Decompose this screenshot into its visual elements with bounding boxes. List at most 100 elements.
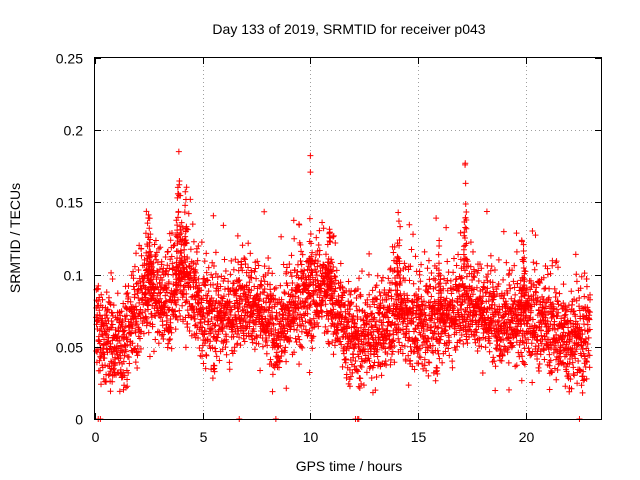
data-point [519,353,526,360]
data-point [292,298,299,305]
data-point [290,217,297,224]
data-point [174,286,181,293]
data-point [432,311,439,318]
data-point [371,301,378,308]
data-point [347,373,354,380]
data-point [212,345,219,352]
data-point [190,260,197,267]
data-point [316,247,323,254]
data-point [300,303,307,310]
data-point [342,314,349,321]
data-point [348,299,355,306]
data-point [355,327,362,334]
data-point [412,253,419,260]
data-point [508,343,515,350]
data-point [214,304,221,311]
data-point [508,317,515,324]
data-point [470,273,477,280]
data-point [457,322,464,329]
data-point [418,293,425,300]
data-point [95,333,102,340]
data-point [225,278,232,285]
data-point [207,298,214,305]
data-point [206,342,213,349]
data-point [191,315,198,322]
data-point [133,307,140,314]
data-point [469,291,476,298]
data-point [199,304,206,311]
data-point [96,340,103,347]
data-point [444,277,451,284]
data-point [551,285,558,292]
data-point [446,339,453,346]
data-point [109,378,116,385]
data-point [513,230,520,237]
data-point [424,265,431,272]
data-point [306,369,313,376]
data-point [455,251,462,258]
data-point [356,384,363,391]
data-point [103,312,110,319]
data-point [322,323,329,330]
data-point [287,334,294,341]
data-point [499,304,506,311]
data-point [437,336,444,343]
data-point [295,274,302,281]
data-point [368,332,375,339]
data-point [121,352,128,359]
data-point [512,291,519,298]
data-point [503,300,510,307]
data-point [283,264,290,271]
data-point [419,360,426,367]
data-point [460,340,467,347]
data-point [136,242,143,249]
data-point [175,148,182,155]
data-point [350,312,357,319]
data-point [117,312,124,319]
data-point [313,234,320,241]
data-point [296,286,303,293]
data-point [586,364,593,371]
data-point [496,303,503,310]
data-point [182,344,189,351]
data-point [182,202,189,209]
data-point [391,267,398,274]
data-point [199,313,206,320]
data-point [122,316,129,323]
data-point [139,309,146,316]
data-point [423,282,430,289]
data-point [380,319,387,326]
data-point [257,367,264,374]
data-point [400,306,407,313]
data-point [169,260,176,267]
data-point [431,319,438,326]
data-point [422,302,429,309]
data-point [397,223,404,230]
data-point [429,342,436,349]
data-point [317,307,324,314]
data-point [277,318,284,325]
data-point [388,293,395,300]
data-point [481,279,488,286]
data-point [377,292,384,299]
data-point [227,271,234,278]
data-point [139,295,146,302]
data-point [236,301,243,308]
data-point [187,270,194,277]
data-point [160,336,167,343]
data-point [237,342,244,349]
data-point [472,328,479,335]
data-point [249,311,256,318]
data-point [500,337,507,344]
data-point [135,267,142,274]
data-point [278,233,285,240]
data-point [203,305,210,312]
data-point [448,290,455,297]
data-point [428,315,435,322]
data-point [168,345,175,352]
data-point [96,357,103,364]
data-point [461,297,468,304]
data-point [130,268,137,275]
chart-title: Day 133 of 2019, SRMTID for receiver p04… [212,21,485,37]
data-point [405,382,412,389]
